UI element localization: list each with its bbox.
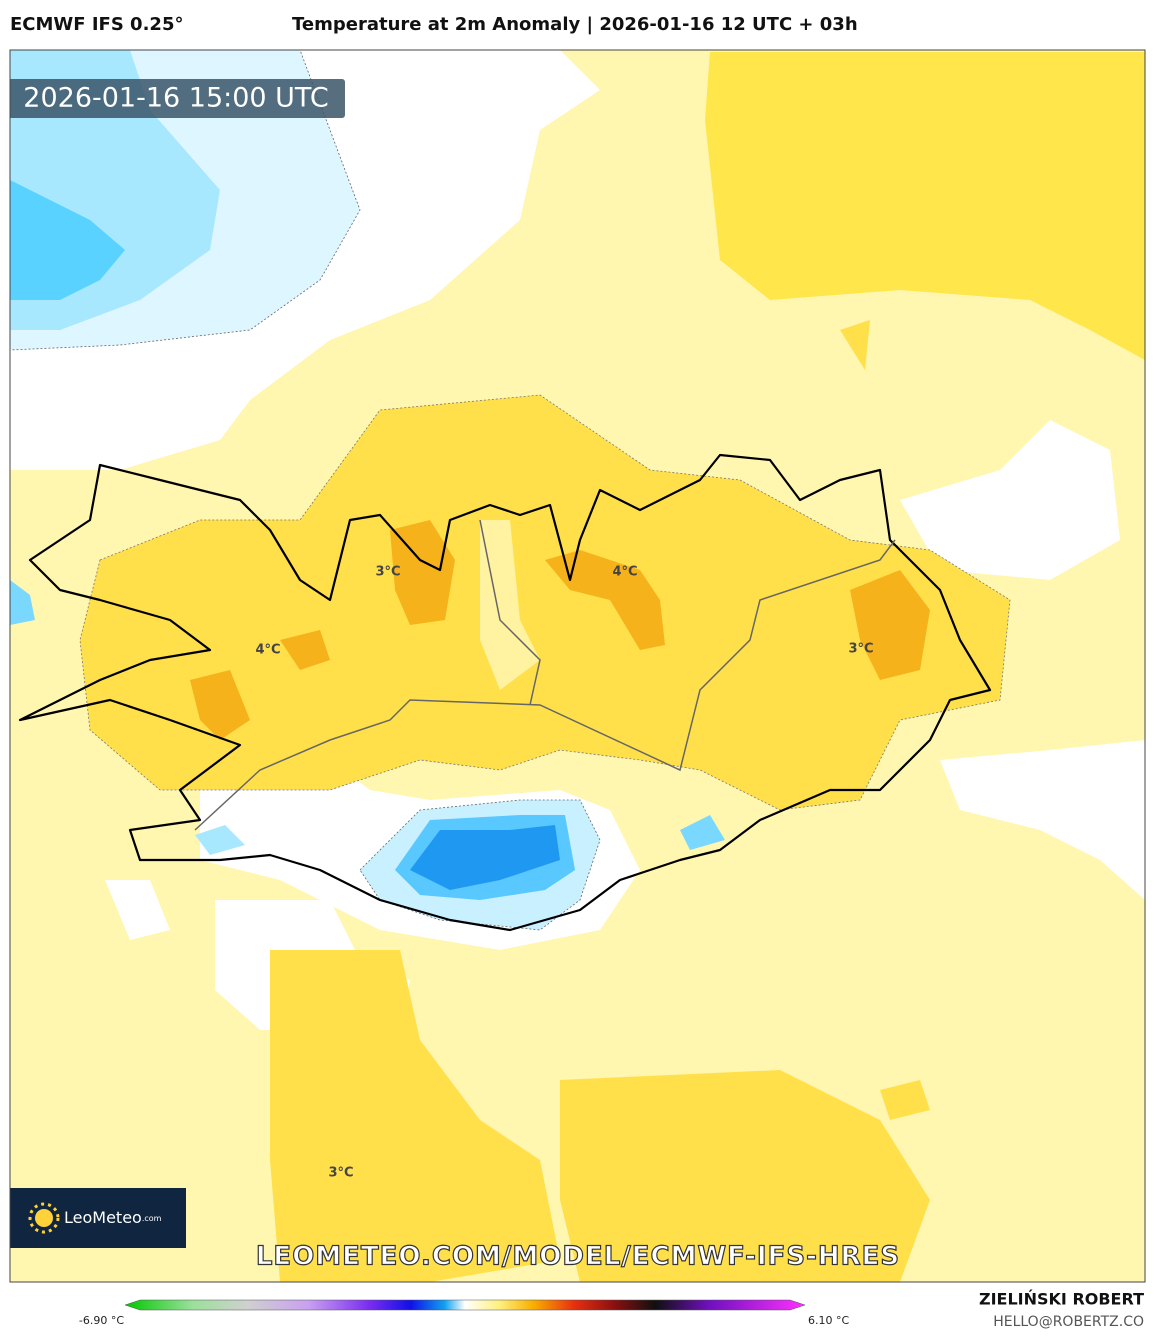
cold-area [10,180,125,300]
hot-area [280,630,330,670]
map: 3°C 4°C 4°C 3°C 3°C 2026-01-16 15:00 UTC… [10,50,1145,1282]
cold-area [195,825,245,855]
logo-name: LeoMeteo [64,1208,142,1227]
colorbar: -6.90 °C 6.10 °C [79,1299,849,1327]
warm-area [79,394,1011,811]
neutral-area [940,740,1145,900]
model-name: ECMWF IFS 0.25° [10,14,183,35]
contour-label: 3°C [848,642,873,657]
logo-suffix: .com [142,1214,162,1223]
cold-area [410,825,560,890]
warm-area [270,950,560,1282]
hot-area [850,570,930,680]
warm-area [880,1080,930,1120]
map-frame [9,49,1146,1283]
hot-area [545,550,665,650]
colorbar-max: 6.10 °C [808,1314,849,1327]
region-border [194,539,896,831]
contour-label: 3°C [328,1166,353,1181]
mild-area [480,520,540,690]
colorbar-min: -6.90 °C [79,1314,124,1327]
contour-label: 3°C [375,565,400,580]
region-border [479,519,541,706]
logo-sun [35,1209,53,1227]
timestamp: 2026-01-16 15:00 UTC [23,83,328,114]
colorbar-ramp [124,1299,806,1311]
cold-area [10,580,35,625]
logo-rays [28,1202,60,1234]
contour-label: 4°C [612,565,637,580]
author: ZIELIŃSKI ROBERT [979,1290,1144,1309]
warm-area [560,1070,930,1282]
hot-area [190,670,250,740]
cold-area [680,815,725,850]
coastline [18,453,992,932]
timestamp-box [10,79,345,118]
watermark: LEOMETEO.COM/MODEL/ECMWF-IFS-HRES [256,1242,900,1272]
logo-text: LeoMeteo.com [64,1208,162,1227]
neutral-area [900,420,1120,580]
warm-area [705,52,1145,360]
map-title: Temperature at 2m Anomaly | 2026-01-16 1… [292,14,858,35]
neutral-area [105,880,170,940]
email: HELLO@ROBERTZ.CO [993,1314,1144,1330]
contour-label: 4°C [255,643,280,658]
warm-area [840,320,870,370]
hot-area [390,520,455,625]
